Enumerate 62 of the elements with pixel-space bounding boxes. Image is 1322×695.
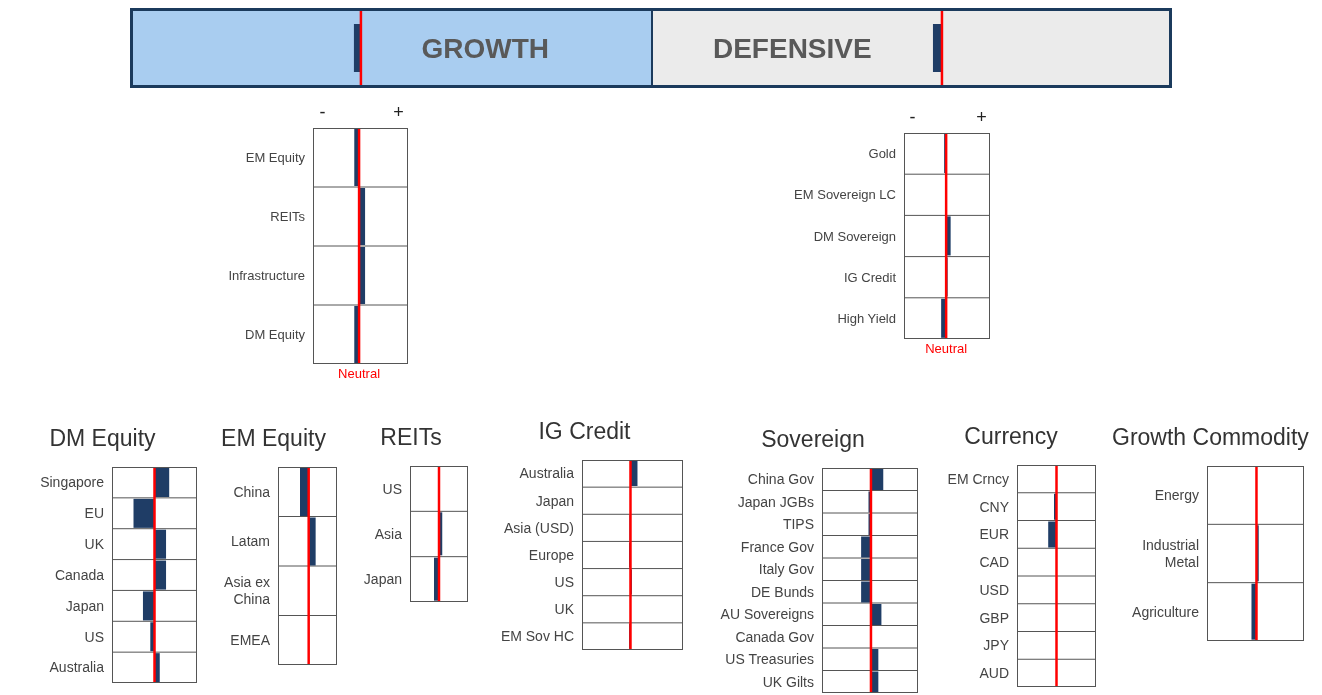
- y-tick-label: Canada Gov: [735, 628, 814, 645]
- chart-title: Currency: [963, 423, 1059, 450]
- y-tick-label: DM Sovereign: [813, 228, 896, 244]
- y-tick-label: Agriculture: [1132, 603, 1200, 620]
- y-tick-label: UK: [84, 536, 105, 553]
- y-tick-label: EM Crncy: [947, 470, 1009, 487]
- y-tick-label: Europe: [528, 546, 575, 563]
- y-tick-label: EM Sov HC: [500, 628, 574, 645]
- chart-title: Sovereign: [760, 426, 866, 453]
- y-tick-label: Canada: [54, 566, 105, 583]
- y-tick-label: EUR: [979, 526, 1009, 543]
- ref-line-label: Neutral: [925, 341, 968, 357]
- y-tick-label: Japan: [363, 571, 402, 588]
- y-tick-label: US: [84, 628, 104, 645]
- y-tick-label: Asia (USD): [503, 519, 574, 536]
- text: +: [976, 107, 987, 128]
- y-tick-label: EM Sovereign LC: [794, 187, 896, 203]
- y-tick-label: US: [554, 574, 574, 591]
- text: -: [319, 102, 326, 123]
- y-tick-label: Japan JGBs: [737, 493, 814, 510]
- y-tick-label: Infrastructure: [228, 268, 305, 284]
- chart-title: Growth Commodity: [1112, 424, 1309, 451]
- y-tick-label: Asia: [374, 525, 403, 542]
- text: +: [393, 102, 404, 123]
- y-tick-label: High Yield: [837, 310, 896, 326]
- y-tick-label: Australia: [519, 465, 575, 482]
- y-tick-label: REITs: [270, 209, 306, 225]
- y-tick-label: Australia: [49, 659, 105, 676]
- y-tick-label: Singapore: [40, 474, 105, 491]
- y-tick-label: Gold: [868, 146, 896, 162]
- y-tick-label: AU Sovereigns: [720, 606, 814, 623]
- y-tick-label: EM Equity: [245, 150, 306, 166]
- y-tick-label: GBP: [979, 609, 1009, 626]
- y-tick-label: UK Gilts: [762, 673, 814, 690]
- y-tick-label: UK: [554, 601, 575, 618]
- y-tick-label: EU: [84, 505, 104, 522]
- y-tick-label: Latam: [231, 533, 270, 550]
- y-tick-label: Industrial Metal: [1142, 537, 1199, 570]
- y-tick-label: DM Equity: [245, 327, 306, 343]
- y-tick-label: China: [233, 483, 271, 500]
- y-tick-label: US: [382, 480, 402, 497]
- y-tick-label: JPY: [983, 637, 1010, 654]
- y-tick-label: DE Bunds: [750, 583, 814, 600]
- y-tick-label: Italy Gov: [758, 561, 814, 578]
- y-tick-label: USD: [979, 581, 1009, 598]
- y-tick-label: Japan: [535, 492, 574, 509]
- y-tick-label: TIPS: [782, 516, 814, 533]
- y-tick-label: DEFENSIVE: [712, 32, 872, 64]
- y-tick-label: China Gov: [747, 471, 814, 488]
- y-tick-label: AUD: [979, 665, 1009, 682]
- y-tick-label: CNY: [979, 498, 1010, 515]
- y-tick-label: GROWTH: [421, 32, 550, 64]
- y-tick-label: IG Credit: [843, 269, 897, 285]
- y-tick-label: Asia ex China: [224, 574, 271, 608]
- ref-line-label: Neutral: [338, 366, 381, 382]
- y-tick-label: Energy: [1154, 487, 1199, 504]
- y-tick-label: Japan: [65, 597, 104, 614]
- y-tick-label: US Treasuries: [725, 651, 814, 668]
- text: -: [909, 107, 916, 128]
- y-tick-label: France Gov: [740, 538, 814, 555]
- y-tick-label: EMEA: [230, 632, 271, 649]
- y-tick-label: CAD: [979, 554, 1009, 571]
